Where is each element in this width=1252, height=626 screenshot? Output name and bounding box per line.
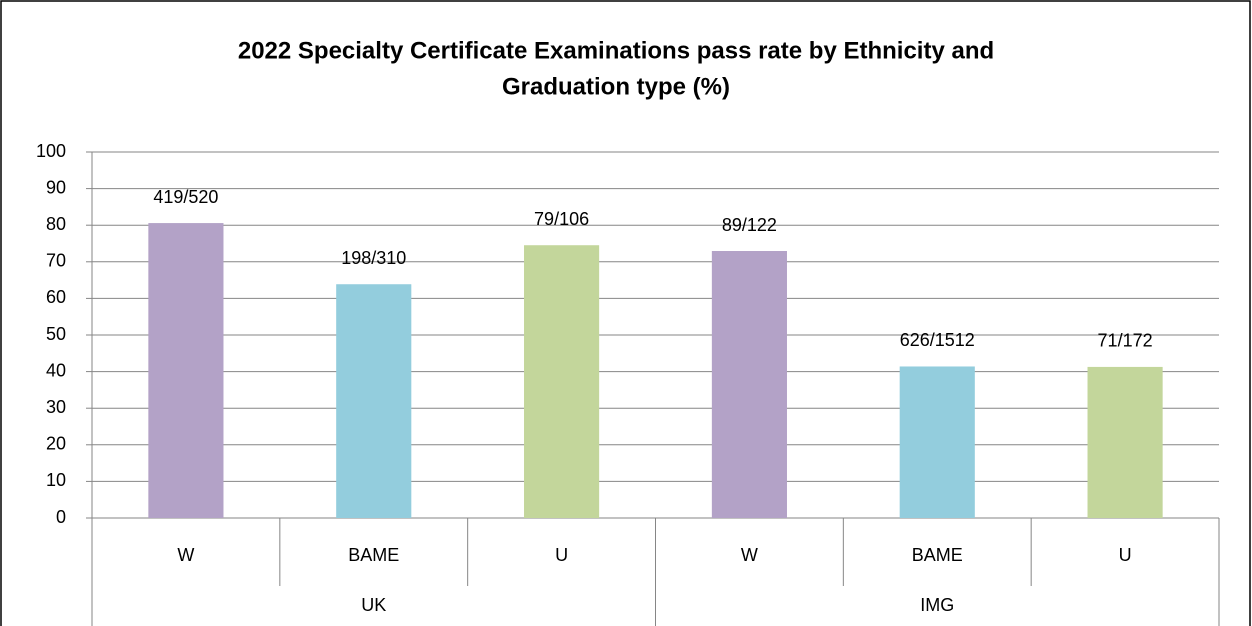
bar [1087, 366, 1163, 518]
y-tick-label: 30 [46, 397, 66, 417]
y-tick-label: 20 [46, 434, 66, 454]
y-tick-label: 0 [56, 507, 66, 527]
x-tick-label: BAME [348, 545, 399, 565]
y-tick-label: 50 [46, 324, 66, 344]
data-label: 71/172 [1098, 331, 1153, 351]
y-tick-label: 10 [46, 470, 66, 490]
y-tick-label: 60 [46, 287, 66, 307]
data-label: 198/310 [341, 248, 406, 268]
group-label: UK [361, 595, 386, 615]
bar [148, 223, 224, 518]
data-label: 79/106 [534, 209, 589, 229]
y-tick-label: 90 [46, 177, 66, 197]
bar [524, 245, 600, 518]
y-tick-label: 40 [46, 360, 66, 380]
x-tick-label: W [741, 545, 758, 565]
y-tick-label: 100 [36, 141, 66, 161]
chart-title: 2022 Specialty Certificate Examinations … [238, 37, 994, 64]
x-tick-label: W [177, 545, 194, 565]
x-tick-label: U [1119, 545, 1132, 565]
y-tick-label: 70 [46, 251, 66, 271]
y-tick-label: 80 [46, 214, 66, 234]
chart-title: Graduation type (%) [502, 73, 730, 100]
bar [336, 284, 412, 518]
x-tick-label: BAME [912, 545, 963, 565]
x-tick-label: U [555, 545, 568, 565]
data-label: 626/1512 [900, 330, 975, 350]
data-label: 419/520 [153, 187, 218, 207]
group-label: IMG [920, 595, 954, 615]
bar [899, 366, 975, 518]
data-label: 89/122 [722, 215, 777, 235]
bar [711, 251, 787, 519]
